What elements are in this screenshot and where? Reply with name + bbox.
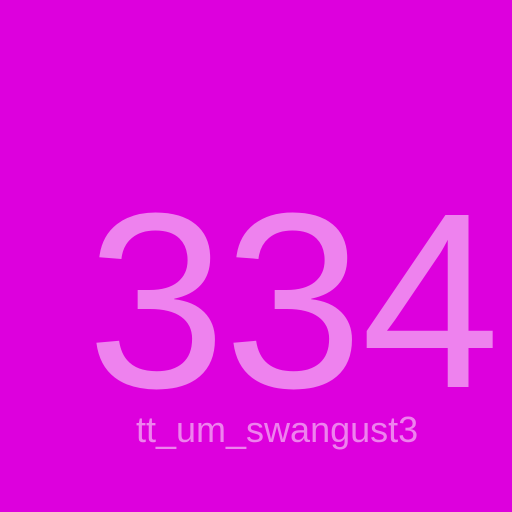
tile-caption: tt_um_swangust3	[136, 409, 419, 450]
tile-number: 334	[86, 161, 500, 440]
